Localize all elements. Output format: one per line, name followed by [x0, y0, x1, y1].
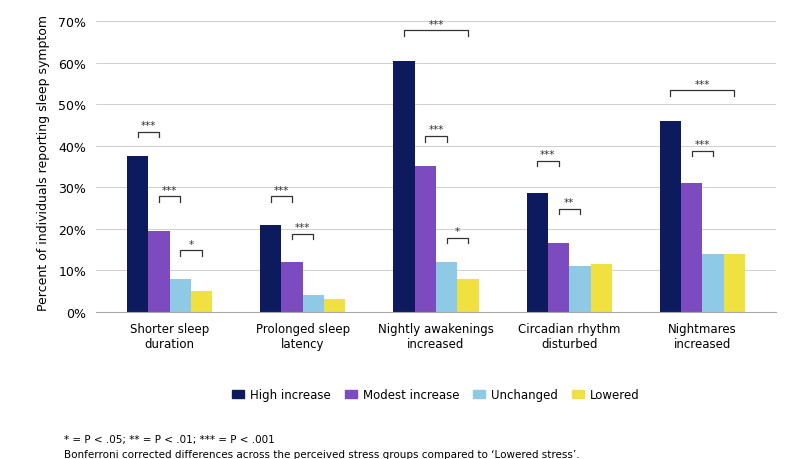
Bar	[324, 300, 346, 312]
Bar	[302, 296, 324, 312]
Bar	[436, 263, 458, 312]
Text: ***: ***	[428, 20, 444, 29]
Bar	[660, 122, 681, 312]
Bar	[191, 291, 212, 312]
Legend: High increase, Modest increase, Unchanged, Lowered: High increase, Modest increase, Unchange…	[228, 384, 644, 406]
Text: * = P < .05; ** = P < .01; *** = P < .001: * = P < .05; ** = P < .01; *** = P < .00…	[64, 434, 274, 444]
Bar	[548, 244, 570, 312]
Bar	[394, 62, 414, 312]
Bar	[458, 279, 478, 312]
Text: **: **	[564, 198, 574, 207]
Bar	[526, 194, 548, 312]
Text: Bonferroni corrected differences across the perceived stress groups compared to : Bonferroni corrected differences across …	[64, 449, 580, 459]
Bar	[702, 254, 724, 312]
Text: ***: ***	[540, 150, 555, 160]
Bar	[590, 264, 612, 312]
Text: ***: ***	[428, 125, 444, 135]
Text: *: *	[454, 227, 460, 237]
Bar	[724, 254, 745, 312]
Text: ***: ***	[295, 223, 310, 233]
Bar	[148, 231, 170, 312]
Text: *: *	[188, 239, 194, 249]
Bar	[260, 225, 282, 312]
Y-axis label: Percent of individuals reporting sleep symptom: Percent of individuals reporting sleep s…	[37, 15, 50, 311]
Text: ***: ***	[694, 79, 710, 90]
Bar	[414, 167, 436, 312]
Text: ***: ***	[694, 140, 710, 150]
Text: ***: ***	[162, 185, 178, 195]
Bar	[570, 267, 590, 312]
Bar	[170, 279, 191, 312]
Bar	[127, 157, 148, 312]
Bar	[282, 263, 302, 312]
Bar	[681, 184, 702, 312]
Text: ***: ***	[141, 121, 156, 131]
Text: ***: ***	[274, 185, 289, 195]
